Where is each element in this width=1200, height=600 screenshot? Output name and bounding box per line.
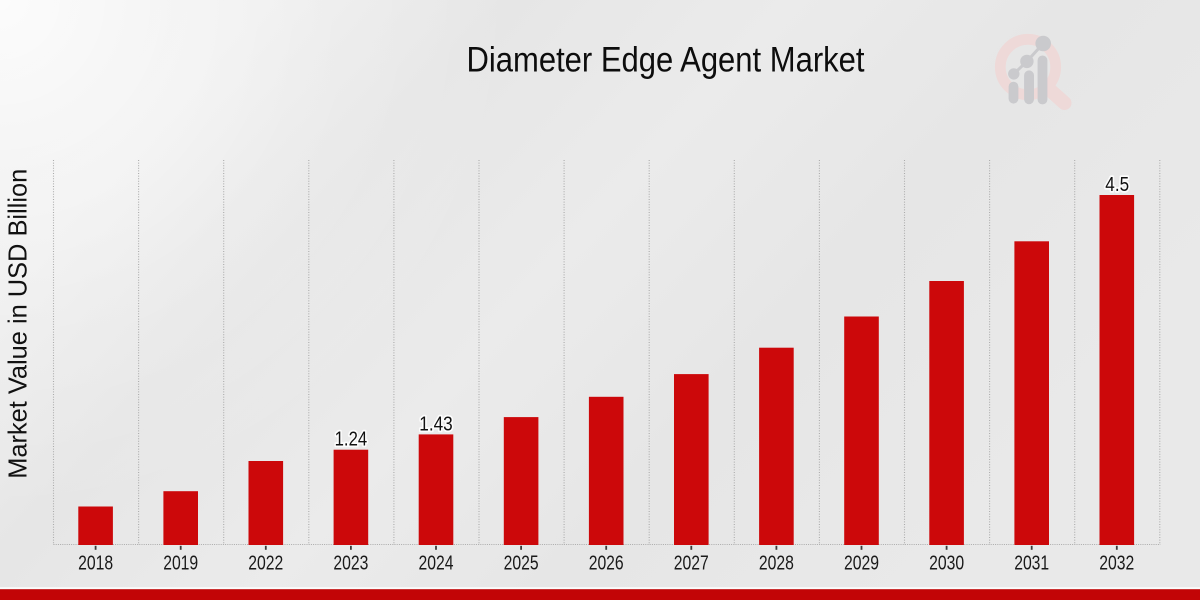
svg-text:2027: 2027	[674, 552, 709, 574]
svg-text:1.24: 1.24	[335, 429, 368, 451]
svg-text:Diameter Edge Agent Market: Diameter Edge Agent Market	[467, 41, 865, 80]
svg-text:2025: 2025	[504, 552, 539, 574]
svg-text:1.43: 1.43	[419, 413, 453, 435]
svg-text:2023: 2023	[333, 552, 368, 574]
svg-text:2024: 2024	[419, 552, 454, 574]
svg-text:2026: 2026	[589, 552, 624, 574]
svg-text:2019: 2019	[163, 552, 198, 574]
svg-text:4.5: 4.5	[1105, 174, 1129, 196]
svg-text:2022: 2022	[248, 552, 283, 574]
svg-text:2031: 2031	[1014, 552, 1049, 574]
svg-text:2029: 2029	[844, 552, 879, 574]
svg-text:Market Value in USD Billion: Market Value in USD Billion	[3, 169, 33, 479]
svg-text:2028: 2028	[759, 552, 794, 574]
svg-text:2032: 2032	[1099, 552, 1134, 574]
svg-text:2030: 2030	[929, 552, 964, 574]
svg-text:2018: 2018	[78, 552, 113, 574]
